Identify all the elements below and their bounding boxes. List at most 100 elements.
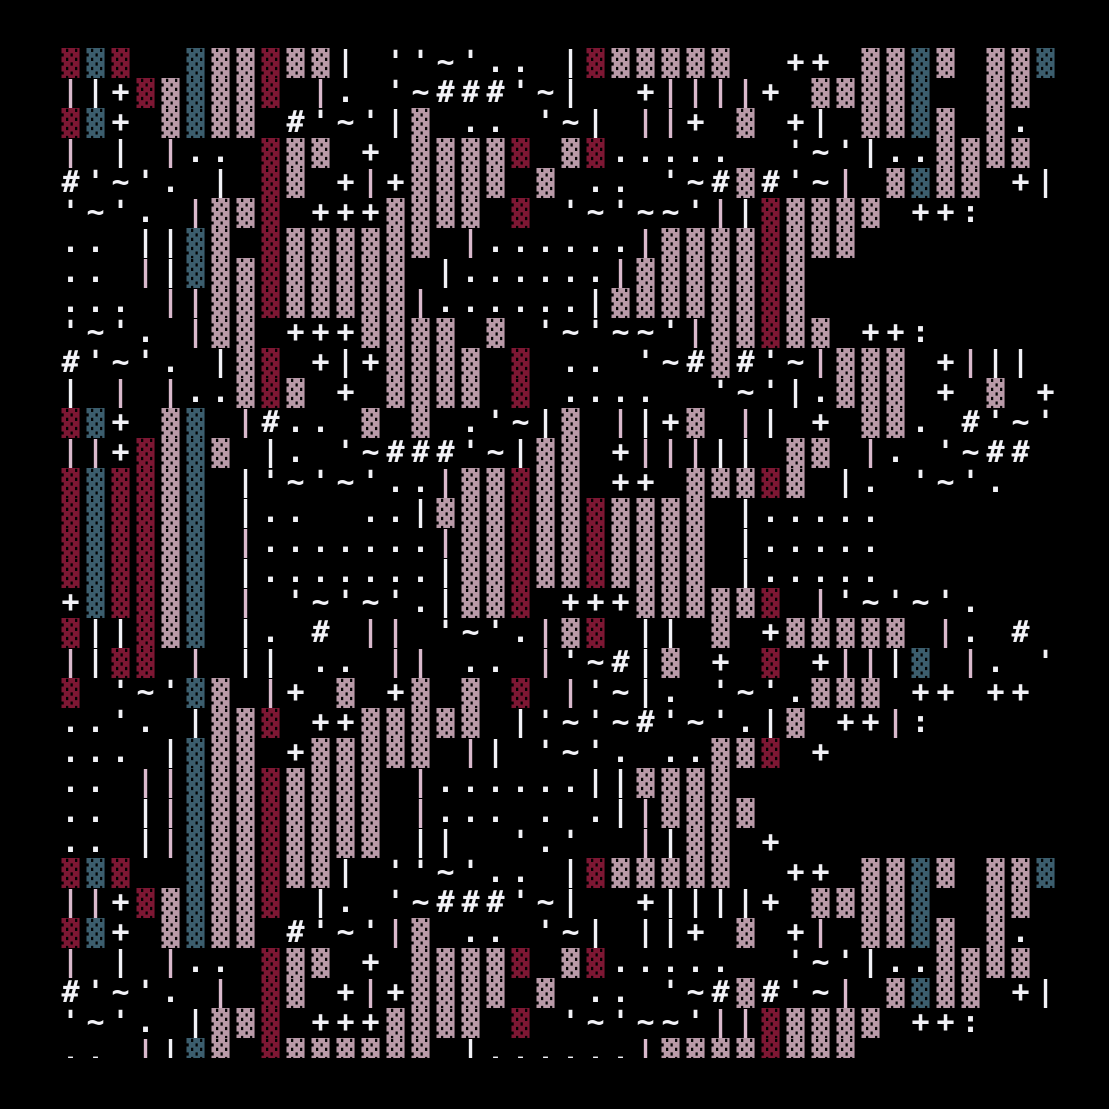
ascii-cell — [158, 48, 183, 78]
ascii-cell: | — [736, 408, 755, 438]
ascii-cell: + — [336, 708, 355, 738]
ascii-row: ' ~ '. | ▓ ▓ ▓ + + + ▓ ▓ ▓ ▓ ▓ ' ~ ' ~ ~ ' | | ▓ ▓ ▓ ▓ ▓ + +: — [58, 1008, 1058, 1038]
ascii-cell: ▓ — [786, 288, 805, 318]
ascii-cell: . — [636, 378, 655, 408]
ascii-cell: ▓ — [786, 1008, 805, 1038]
ascii-cell: . — [386, 498, 405, 528]
ascii-cell: ~ — [111, 168, 130, 198]
ascii-cell — [583, 888, 608, 918]
ascii-cell — [758, 768, 783, 798]
ascii-cell: + — [636, 888, 655, 918]
ascii-cell: . — [961, 618, 980, 648]
ascii-cell: ▓ — [911, 48, 930, 78]
ascii-cell — [308, 378, 333, 408]
ascii-cell: ▓ — [461, 588, 480, 618]
ascii-cell: . — [336, 648, 355, 678]
ascii-cell: ▓ — [336, 1038, 355, 1058]
ascii-cell: . — [861, 528, 880, 558]
ascii-cell: | — [161, 798, 180, 828]
ascii-cell: ▓ — [936, 918, 955, 948]
ascii-cell: ▓ — [761, 228, 780, 258]
ascii-row: ▓ ▓ + ▓ ▓ ▓ ▓ # ' ~ ' | ▓ .. ' ~ | | | + ▓ + | ▓ ▓ ▓ ▓ ▓. — [58, 108, 1058, 138]
ascii-cell: + — [361, 198, 380, 228]
ascii-cell: ▓ — [736, 918, 755, 948]
ascii-cell: | — [636, 648, 655, 678]
ascii-cell — [908, 558, 933, 588]
ascii-cell: . — [711, 138, 730, 168]
ascii-cell — [1033, 1008, 1058, 1038]
ascii-cell — [133, 288, 158, 318]
ascii-cell: ~ — [561, 318, 580, 348]
ascii-cell — [1033, 708, 1058, 738]
ascii-cell — [958, 828, 983, 858]
ascii-cell: | — [136, 768, 155, 798]
ascii-cell: | — [536, 408, 555, 438]
ascii-cell: | — [736, 498, 755, 528]
ascii-cell — [533, 348, 558, 378]
ascii-cell: ' — [411, 48, 430, 78]
ascii-cell: | — [336, 48, 355, 78]
ascii-cell — [358, 48, 383, 78]
ascii-cell — [883, 798, 908, 828]
ascii-cell — [908, 828, 933, 858]
ascii-cell: | — [586, 918, 605, 948]
ascii-cell: . — [211, 948, 230, 978]
ascii-cell: ~ — [536, 78, 555, 108]
ascii-cell: ~ — [111, 978, 130, 1008]
ascii-cell: ▓ — [861, 1008, 880, 1038]
ascii-cell: ▓ — [461, 198, 480, 228]
ascii-cell — [858, 978, 883, 1008]
ascii-cell: . — [211, 378, 230, 408]
ascii-cell: ▓ — [611, 528, 630, 558]
ascii-cell: ▓ — [111, 468, 130, 498]
ascii-cell: | — [1011, 348, 1030, 378]
ascii-cell: ~ — [311, 588, 330, 618]
ascii-cell: ' — [436, 618, 455, 648]
ascii-cell: | — [436, 558, 455, 588]
ascii-cell — [1033, 1038, 1058, 1058]
ascii-cell: ▓ — [936, 948, 955, 978]
ascii-cell: ▓ — [686, 408, 705, 438]
ascii-cell: . — [311, 408, 330, 438]
ascii-cell: ~ — [611, 678, 630, 708]
ascii-cell — [1033, 438, 1058, 468]
ascii-cell — [208, 468, 233, 498]
ascii-cell — [358, 78, 383, 108]
ascii-cell: ' — [786, 138, 805, 168]
ascii-cell: ▓ — [86, 558, 105, 588]
ascii-cell — [533, 48, 558, 78]
ascii-cell: | — [686, 78, 705, 108]
ascii-cell — [433, 228, 458, 258]
ascii-cell: . — [861, 498, 880, 528]
ascii-cell — [933, 798, 958, 828]
ascii-cell: . — [836, 528, 855, 558]
ascii-cell: ▓ — [386, 228, 405, 258]
ascii-cell: ' — [311, 468, 330, 498]
ascii-cell: + — [761, 618, 780, 648]
ascii-cell: | — [561, 78, 580, 108]
ascii-cell — [633, 168, 658, 198]
ascii-cell: ▓ — [711, 288, 730, 318]
ascii-cell: . — [61, 228, 80, 258]
ascii-cell: . — [211, 138, 230, 168]
ascii-cell — [233, 228, 258, 258]
ascii-cell: ▓ — [286, 828, 305, 858]
ascii-cell: ~ — [811, 978, 830, 1008]
ascii-cell — [1033, 198, 1058, 228]
ascii-cell: ~ — [686, 708, 705, 738]
ascii-cell: | — [61, 438, 80, 468]
ascii-cell: ▓ — [211, 78, 230, 108]
ascii-cell: | — [211, 168, 230, 198]
ascii-cell: ▓ — [561, 528, 580, 558]
ascii-row: | | |.. ▓ ▓ ▓ + ▓ ▓ ▓ ▓ ▓ .... ' ~ ' |. ▓ ▓ ▓ + ▓ + — [58, 378, 1058, 408]
ascii-cell: ▓ — [536, 468, 555, 498]
ascii-cell — [958, 768, 983, 798]
ascii-cell: ' — [636, 348, 655, 378]
ascii-cell: ▓ — [211, 318, 230, 348]
ascii-cell: ▓ — [836, 228, 855, 258]
ascii-cell: | — [86, 438, 105, 468]
ascii-cell: ▓ — [911, 168, 930, 198]
ascii-cell — [858, 1038, 883, 1058]
ascii-cell: + — [311, 198, 330, 228]
ascii-cell — [333, 618, 358, 648]
